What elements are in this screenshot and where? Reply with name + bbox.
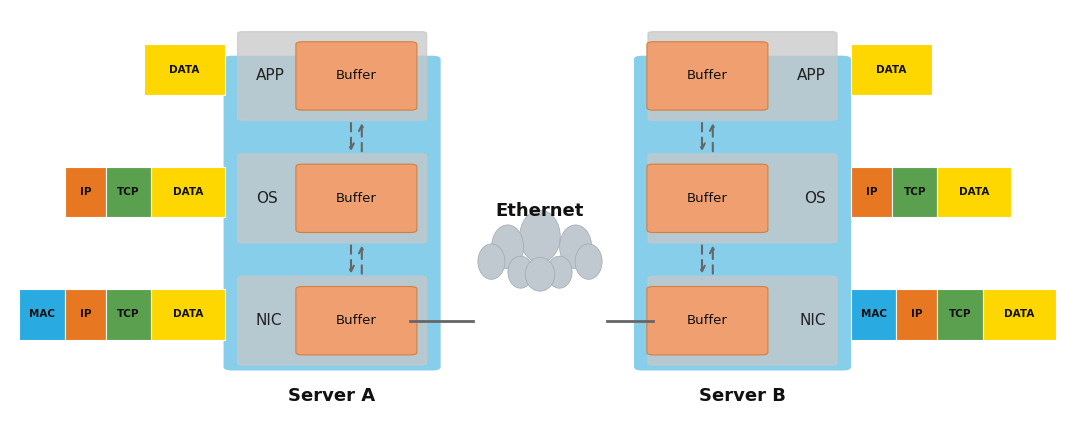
- Text: NIC: NIC: [799, 313, 826, 328]
- FancyBboxPatch shape: [647, 287, 768, 355]
- FancyBboxPatch shape: [851, 289, 896, 340]
- Text: Server A: Server A: [288, 387, 375, 405]
- Text: IP: IP: [866, 187, 877, 197]
- Text: Buffer: Buffer: [336, 314, 377, 327]
- FancyBboxPatch shape: [238, 154, 427, 243]
- Ellipse shape: [575, 244, 603, 279]
- FancyBboxPatch shape: [647, 164, 768, 233]
- Text: APP: APP: [797, 68, 826, 84]
- FancyBboxPatch shape: [937, 289, 983, 340]
- Ellipse shape: [546, 256, 572, 288]
- FancyBboxPatch shape: [106, 167, 151, 217]
- Text: Buffer: Buffer: [687, 314, 728, 327]
- Text: IP: IP: [80, 187, 91, 197]
- Ellipse shape: [508, 256, 534, 288]
- FancyBboxPatch shape: [634, 56, 851, 371]
- FancyBboxPatch shape: [19, 289, 65, 340]
- Text: TCP: TCP: [904, 187, 926, 197]
- Ellipse shape: [559, 225, 592, 269]
- FancyBboxPatch shape: [106, 289, 151, 340]
- Ellipse shape: [525, 257, 555, 291]
- FancyBboxPatch shape: [65, 167, 106, 217]
- Text: DATA: DATA: [173, 187, 203, 197]
- FancyBboxPatch shape: [851, 44, 932, 95]
- Text: DATA: DATA: [959, 187, 989, 197]
- Text: MAC: MAC: [861, 309, 887, 319]
- FancyBboxPatch shape: [296, 287, 417, 355]
- FancyBboxPatch shape: [296, 164, 417, 233]
- FancyBboxPatch shape: [892, 167, 937, 217]
- FancyBboxPatch shape: [647, 42, 768, 110]
- FancyBboxPatch shape: [65, 289, 106, 340]
- Text: DATA: DATA: [168, 65, 200, 75]
- Text: Buffer: Buffer: [687, 192, 728, 205]
- Ellipse shape: [519, 210, 561, 262]
- FancyBboxPatch shape: [151, 167, 225, 217]
- Text: DATA: DATA: [876, 65, 907, 75]
- Text: APP: APP: [256, 68, 285, 84]
- Text: Buffer: Buffer: [336, 192, 377, 205]
- FancyBboxPatch shape: [144, 44, 225, 95]
- Ellipse shape: [477, 244, 505, 279]
- Text: Buffer: Buffer: [336, 70, 377, 82]
- FancyBboxPatch shape: [851, 167, 892, 217]
- Text: Ethernet: Ethernet: [496, 202, 584, 220]
- FancyBboxPatch shape: [238, 276, 427, 365]
- FancyBboxPatch shape: [937, 167, 1011, 217]
- Text: OS: OS: [256, 191, 278, 206]
- Text: TCP: TCP: [949, 309, 971, 319]
- FancyBboxPatch shape: [296, 42, 417, 110]
- Text: TCP: TCP: [118, 309, 139, 319]
- FancyBboxPatch shape: [238, 32, 427, 120]
- Text: Server B: Server B: [699, 387, 785, 405]
- Text: DATA: DATA: [1004, 309, 1035, 319]
- FancyBboxPatch shape: [648, 276, 837, 365]
- Text: TCP: TCP: [118, 187, 139, 197]
- Ellipse shape: [491, 225, 524, 269]
- FancyBboxPatch shape: [648, 32, 837, 120]
- FancyBboxPatch shape: [224, 56, 441, 371]
- Text: OS: OS: [805, 191, 826, 206]
- Text: IP: IP: [912, 309, 922, 319]
- Text: DATA: DATA: [173, 309, 203, 319]
- Text: IP: IP: [80, 309, 91, 319]
- FancyBboxPatch shape: [648, 154, 837, 243]
- FancyBboxPatch shape: [151, 289, 225, 340]
- Text: MAC: MAC: [29, 309, 55, 319]
- Text: Buffer: Buffer: [687, 70, 728, 82]
- Text: NIC: NIC: [256, 313, 283, 328]
- FancyBboxPatch shape: [896, 289, 937, 340]
- FancyBboxPatch shape: [983, 289, 1056, 340]
